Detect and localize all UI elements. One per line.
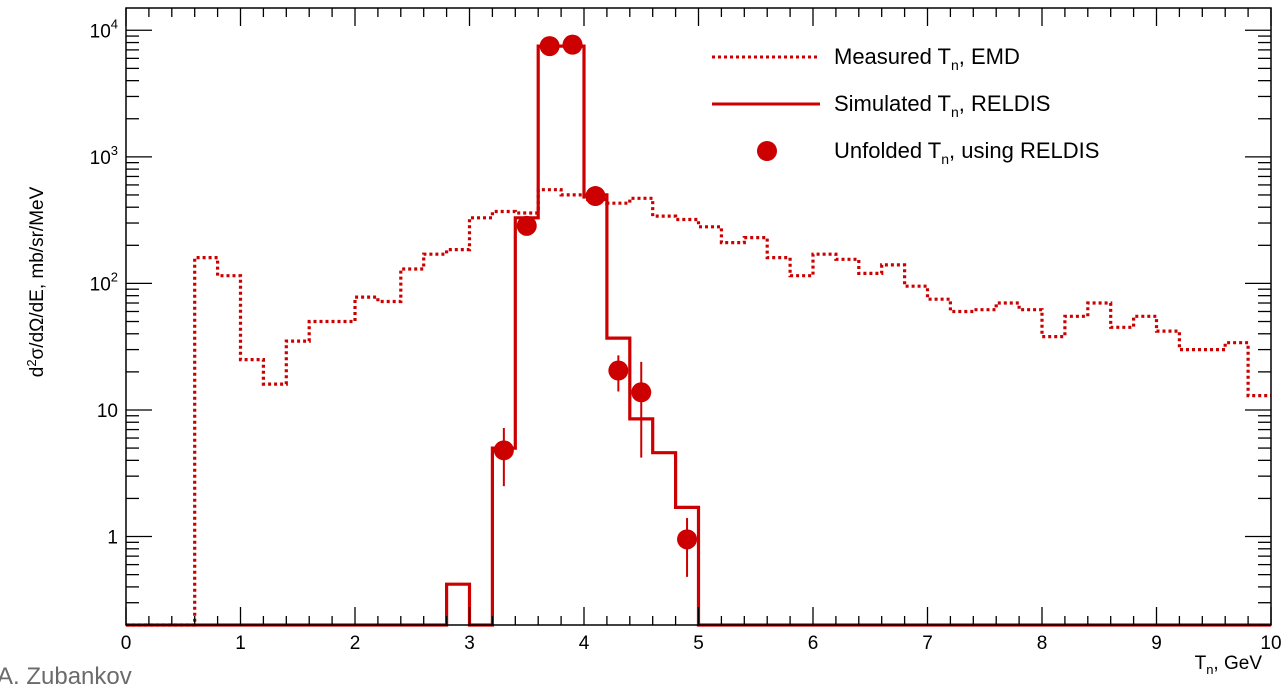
series-measured-emd	[126, 188, 1271, 627]
unfolded-point-5	[608, 360, 629, 381]
unfolded-point-1	[516, 215, 537, 236]
x-tick-label-10: 10	[1260, 633, 1281, 654]
series-simulated-reldis	[126, 44, 1271, 627]
y-tick-label-4: 104	[90, 16, 118, 42]
x-tick-label-0: 0	[121, 633, 132, 654]
series-unfolded-reldis	[493, 34, 698, 577]
y-tick-label-3: 103	[90, 143, 118, 169]
y-tick-label-2: 102	[90, 269, 118, 295]
legend-label-measured: Measured Tn, EMD	[834, 44, 1020, 73]
x-tick-label-4: 4	[579, 633, 590, 654]
x-tick-label-8: 8	[1037, 633, 1048, 654]
unfolded-point-0	[493, 440, 514, 461]
unfolded-point-7	[677, 529, 698, 550]
x-tick-label-6: 6	[808, 633, 819, 654]
unfolded-point-3	[562, 34, 583, 55]
x-tick-label-1: 1	[235, 633, 246, 654]
y-tick-label-1: 10	[97, 401, 118, 422]
plot-frame	[125, 7, 1272, 626]
axis-tick-labels: 0 1 2 3 4 5 6 7 8 9 10 1 10 102 103 104	[90, 16, 1282, 654]
x-tick-label-3: 3	[464, 633, 475, 654]
axis-ticks	[125, 8, 1272, 626]
author-credit: A. Zubankov	[0, 663, 132, 690]
x-tick-label-9: 9	[1151, 633, 1162, 654]
unfolded-point-6	[631, 382, 652, 403]
x-axis-title: Tn, GeV	[1195, 653, 1263, 677]
x-tick-label-5: 5	[693, 633, 704, 654]
legend-label-simulated: Simulated Tn, RELDIS	[834, 91, 1050, 120]
y-tick-label-0: 1	[107, 528, 118, 549]
y-axis-title: d2σ/dΩ/dE, mb/sr/MeV	[24, 186, 48, 377]
unfolded-point-4	[585, 186, 606, 207]
unfolded-point-2	[539, 36, 560, 57]
measured-emd-line	[126, 188, 1271, 627]
simulated-reldis-line	[126, 44, 1271, 627]
legend-label-unfolded: Unfolded Tn, using RELDIS	[834, 138, 1099, 167]
legend-swatch-unfolded	[757, 141, 777, 161]
x-tick-label-2: 2	[350, 633, 361, 654]
legend: Measured Tn, EMD Simulated Tn, RELDIS Un…	[712, 44, 1099, 167]
x-tick-label-7: 7	[922, 633, 933, 654]
